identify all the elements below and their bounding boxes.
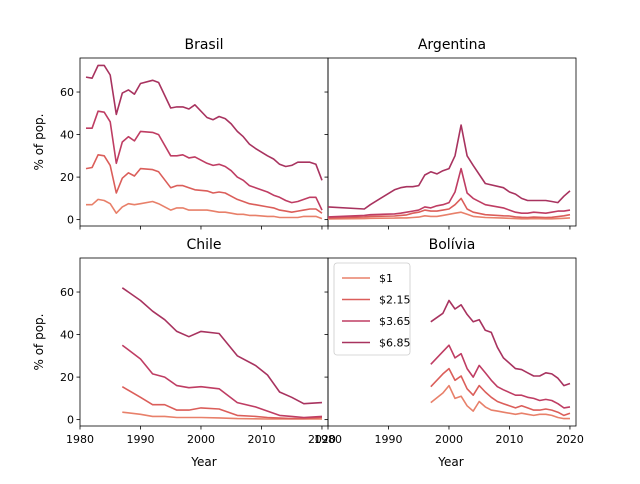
- panel-frame: [79, 57, 329, 227]
- legend: $1 $2.15 $3.65 $6.85: [333, 262, 411, 356]
- series-line-685: [327, 124, 571, 210]
- x-tick-label: 2000: [187, 433, 215, 446]
- series-line-365: [430, 344, 571, 409]
- y-axis-label-bottom: % of pop.: [32, 314, 46, 371]
- y-axis-label-top: % of pop.: [32, 114, 46, 171]
- series-line-1: [430, 384, 570, 420]
- x-tick-label: 1980: [66, 433, 94, 446]
- legend-label: $2.15: [379, 294, 411, 307]
- panel-bolvia: Bolívia 1980 1990 2000 2010 2020: [314, 237, 584, 446]
- x-tick-label: 1990: [126, 433, 154, 446]
- x-tick-label: 2020: [308, 433, 336, 446]
- series-line-215: [121, 386, 323, 420]
- series-line-685: [121, 287, 323, 405]
- panel-frame: [327, 57, 577, 227]
- series-line-1: [86, 198, 323, 220]
- legend-label: $1: [379, 272, 393, 285]
- x-tick-label: 2010: [247, 433, 275, 446]
- y-tick-label: 40: [60, 129, 74, 142]
- x-axis-label-left: Year: [190, 455, 216, 469]
- series-line-215: [85, 154, 323, 214]
- y-tick-label: 60: [60, 86, 74, 99]
- panel-title: Bolívia: [429, 237, 476, 253]
- series-line-365: [86, 110, 323, 211]
- series-line-365: [121, 344, 323, 419]
- panel-argentina: Argentina: [324, 37, 577, 230]
- x-axis-label-right: Year: [437, 455, 463, 469]
- panel-title: Argentina: [418, 37, 486, 53]
- legend-label: $3.65: [379, 315, 411, 328]
- series-line-685: [430, 299, 571, 387]
- series-line-215: [327, 197, 571, 219]
- series-line-685: [85, 64, 323, 181]
- y-tick-label: 0: [67, 414, 74, 427]
- series-line-1: [327, 211, 571, 220]
- panel-title: Brasil: [184, 37, 223, 53]
- x-tick-label: 2020: [556, 433, 584, 446]
- x-tick-label: 2010: [495, 433, 523, 446]
- legend-label: $6.85: [379, 337, 411, 350]
- y-tick-label: 20: [60, 371, 74, 384]
- y-tick-label: 0: [67, 214, 74, 227]
- panel-frame: [327, 257, 577, 427]
- series-line-215: [430, 367, 571, 417]
- x-tick-label: 1980: [314, 433, 342, 446]
- panel-title: Chile: [186, 237, 221, 253]
- y-tick-label: 20: [60, 171, 74, 184]
- x-tick-label: 2000: [435, 433, 463, 446]
- x-tick-label: 1990: [374, 433, 402, 446]
- y-tick-label: 40: [60, 329, 74, 342]
- series-line-365: [327, 167, 571, 218]
- y-tick-label: 60: [60, 286, 74, 299]
- legend-box: [333, 262, 411, 356]
- panel-frame: [79, 257, 329, 427]
- panel-chile: Chile 1980 1990 2000 2010 2020 0 20 40 60: [60, 237, 336, 446]
- panel-brasil: Brasil 0 20 40 60: [60, 37, 329, 230]
